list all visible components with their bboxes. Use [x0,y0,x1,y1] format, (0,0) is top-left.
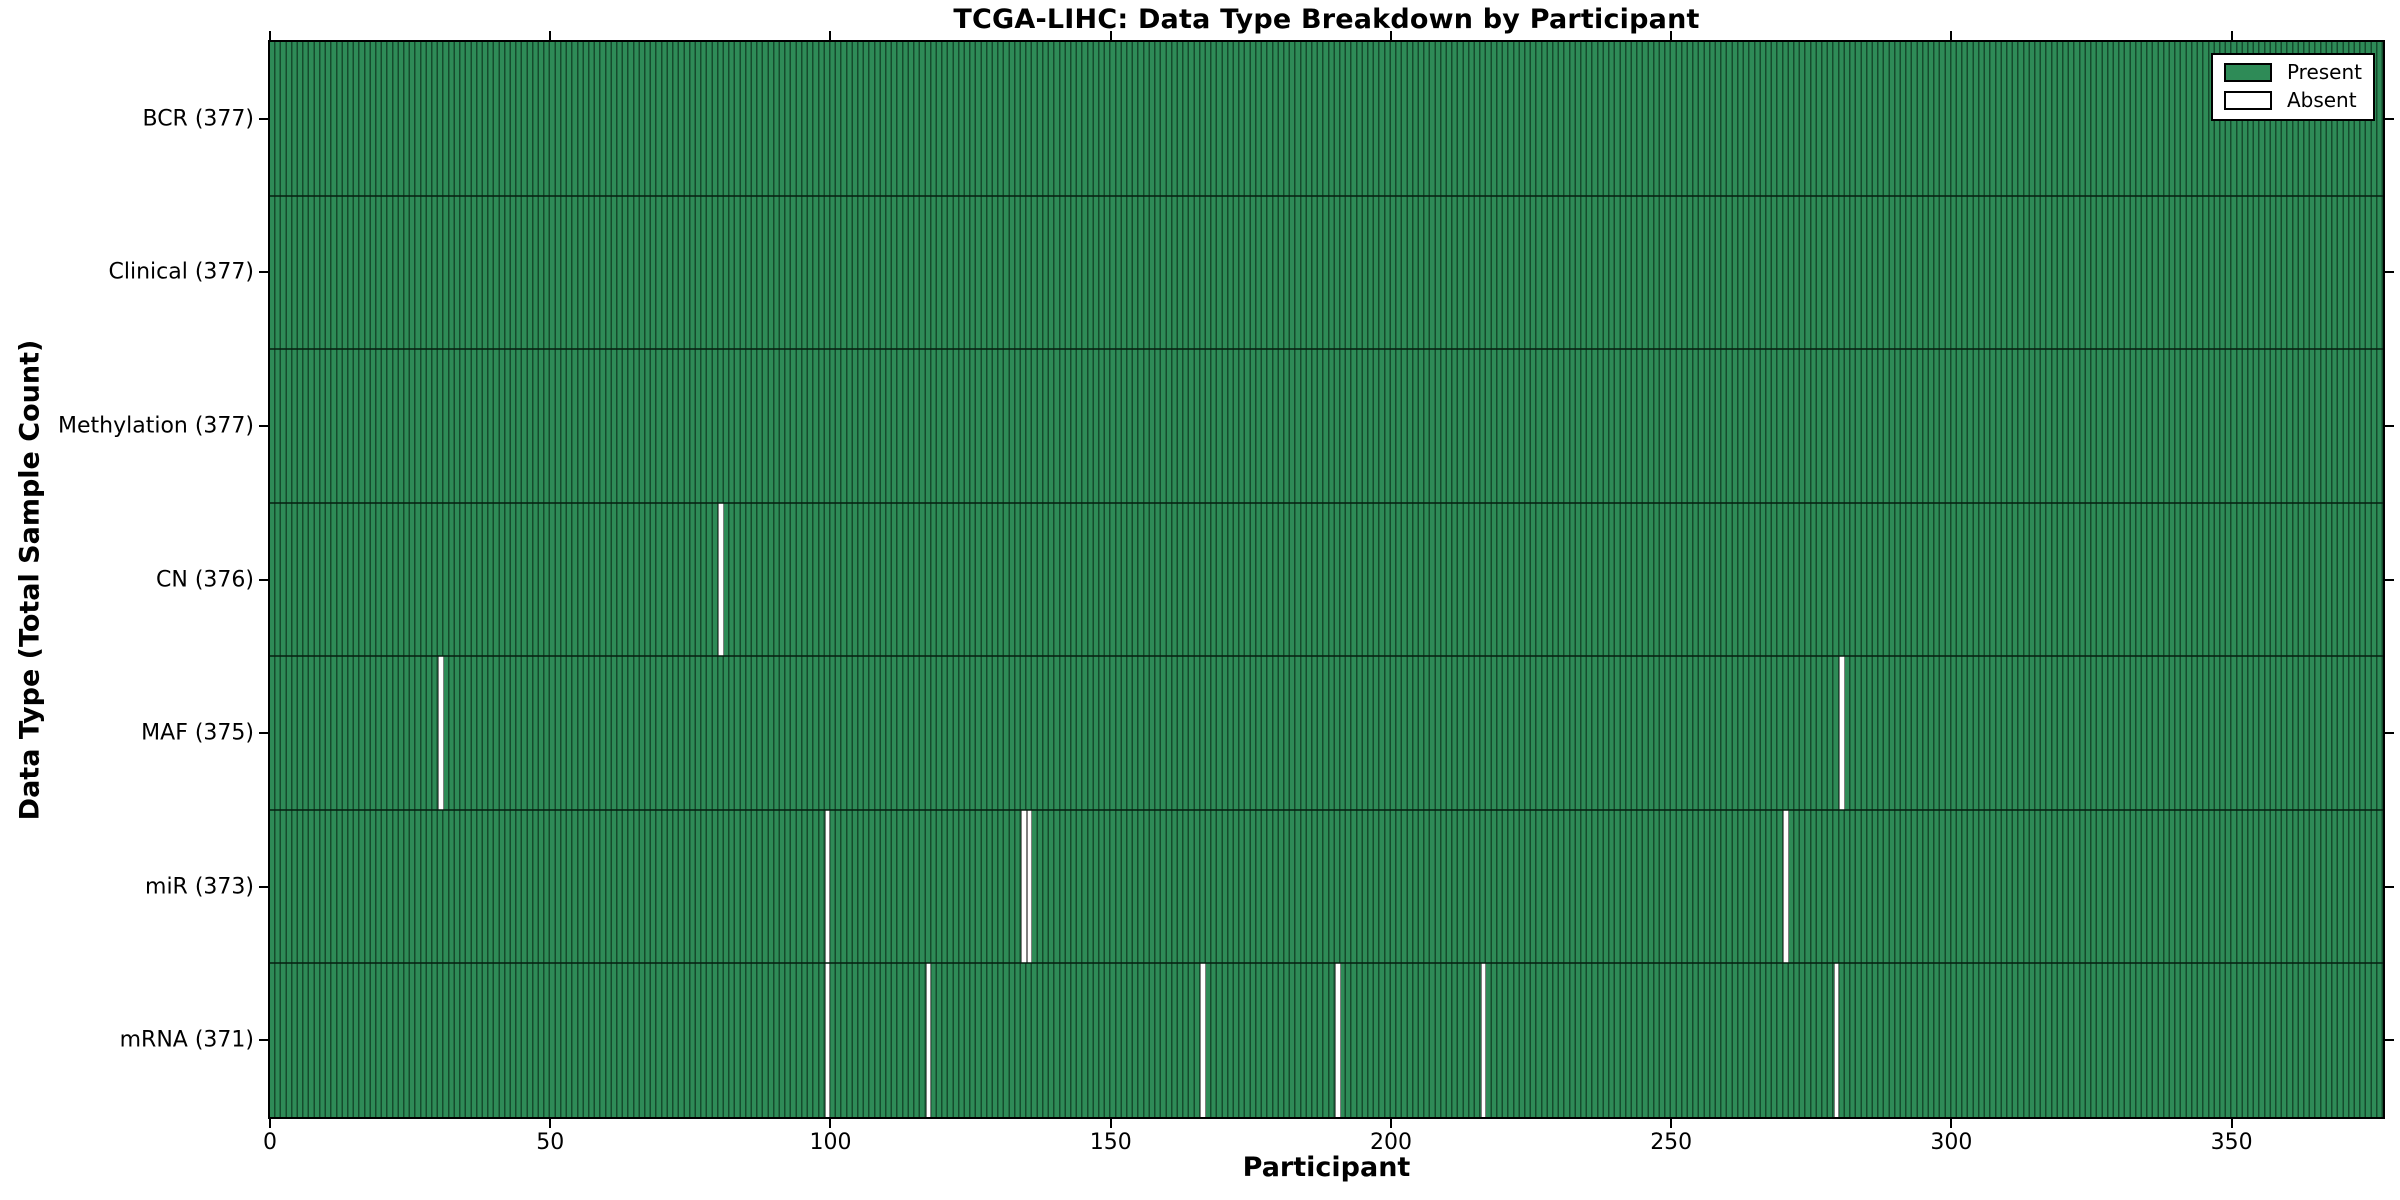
row-boundary [270,348,2383,351]
absent-bar [824,963,831,1117]
absent-bar [1839,656,1845,810]
y-tick-mark [259,424,268,427]
y-tick-label: Methylation (377) [58,413,254,439]
y-tick-mark [259,271,268,274]
y-tick-mark-right [2385,732,2394,735]
absent-bar [925,963,932,1117]
heatmap-row-Clinical [270,195,2383,350]
plot-area: Present Absent [268,40,2385,1119]
y-tick-mark [259,885,268,888]
legend-swatch-present [2223,62,2272,82]
x-tick-mark-top [829,31,832,40]
y-tick-label: mRNA (371) [119,1027,254,1053]
x-axis-label: Participant [1242,1152,1411,1183]
row-boundary [270,962,2383,965]
y-tick-mark-right [2385,271,2394,274]
x-tick-mark [269,1119,271,1128]
y-tick-mark [259,578,268,581]
chart-title: TCGA-LIHC: Data Type Breakdown by Partic… [953,4,1700,35]
x-tick-label: 250 [1650,1130,1693,1155]
x-tick-mark [1389,1119,1392,1128]
y-tick-mark [259,117,268,120]
absent-bar [1334,963,1341,1117]
heatmap-row-MAF [270,656,2383,810]
y-tick-label: MAF (375) [141,720,254,746]
heatmap-row-miR [270,809,2383,964]
x-tick-mark-top [549,31,552,40]
x-tick-mark-top [2230,31,2233,40]
x-tick-mark [829,1119,832,1128]
absent-bar [1200,963,1206,1117]
y-tick-mark-right [2385,117,2394,120]
absent-bar [1026,809,1033,964]
row-boundary [270,194,2383,197]
absent-bar [1480,963,1487,1117]
y-tick-label: miR (373) [145,874,254,900]
heatmap-row-mRNA [270,963,2383,1117]
absent-bar [1021,809,1027,964]
absent-bar [1833,963,1840,1117]
absent-bar [438,656,444,810]
row-boundary [270,501,2383,504]
y-tick-label: BCR (377) [142,106,254,132]
legend-label-present: Present [2286,60,2362,84]
x-tick-label: 200 [1369,1130,1412,1155]
heatmap-row-Methylation [270,349,2383,503]
x-tick-mark-top [1389,31,1392,40]
y-tick-mark-right [2385,885,2394,888]
x-tick-label: 150 [1089,1130,1132,1155]
x-tick-mark [549,1119,552,1128]
y-tick-label: Clinical (377) [108,259,254,285]
legend-entry-present: Present [2223,60,2362,84]
x-tick-label: 350 [2210,1130,2253,1155]
y-tick-label: CN (376) [156,567,254,592]
legend-entry-absent: Absent [2223,88,2362,112]
x-tick-label: 100 [809,1130,852,1155]
y-tick-mark-right [2385,424,2394,427]
x-tick-mark-top [269,31,271,40]
legend: Present Absent [2210,53,2375,121]
y-tick-mark [259,732,268,735]
heatmap-row-BCR [270,42,2383,196]
x-tick-mark-top [1950,31,1953,40]
x-tick-mark [1109,1119,1112,1128]
y-tick-mark [259,1039,268,1042]
heatmap-row-CN [270,502,2383,657]
x-tick-label: 300 [1930,1130,1973,1155]
row-boundary [270,655,2383,658]
x-tick-mark [2230,1119,2233,1128]
x-tick-mark-top [1109,31,1112,40]
x-tick-mark [1950,1119,1953,1128]
absent-bar [718,502,724,657]
x-tick-label: 50 [536,1130,565,1155]
legend-swatch-absent [2223,90,2272,110]
row-boundary [270,808,2383,811]
y-tick-mark-right [2385,578,2394,581]
x-tick-mark-top [1670,31,1673,40]
legend-label-absent: Absent [2286,88,2357,112]
y-tick-mark-right [2385,1039,2394,1042]
x-tick-label: 0 [263,1130,277,1155]
x-tick-mark [1670,1119,1673,1128]
absent-bar [1783,809,1789,964]
absent-bar [824,809,831,964]
